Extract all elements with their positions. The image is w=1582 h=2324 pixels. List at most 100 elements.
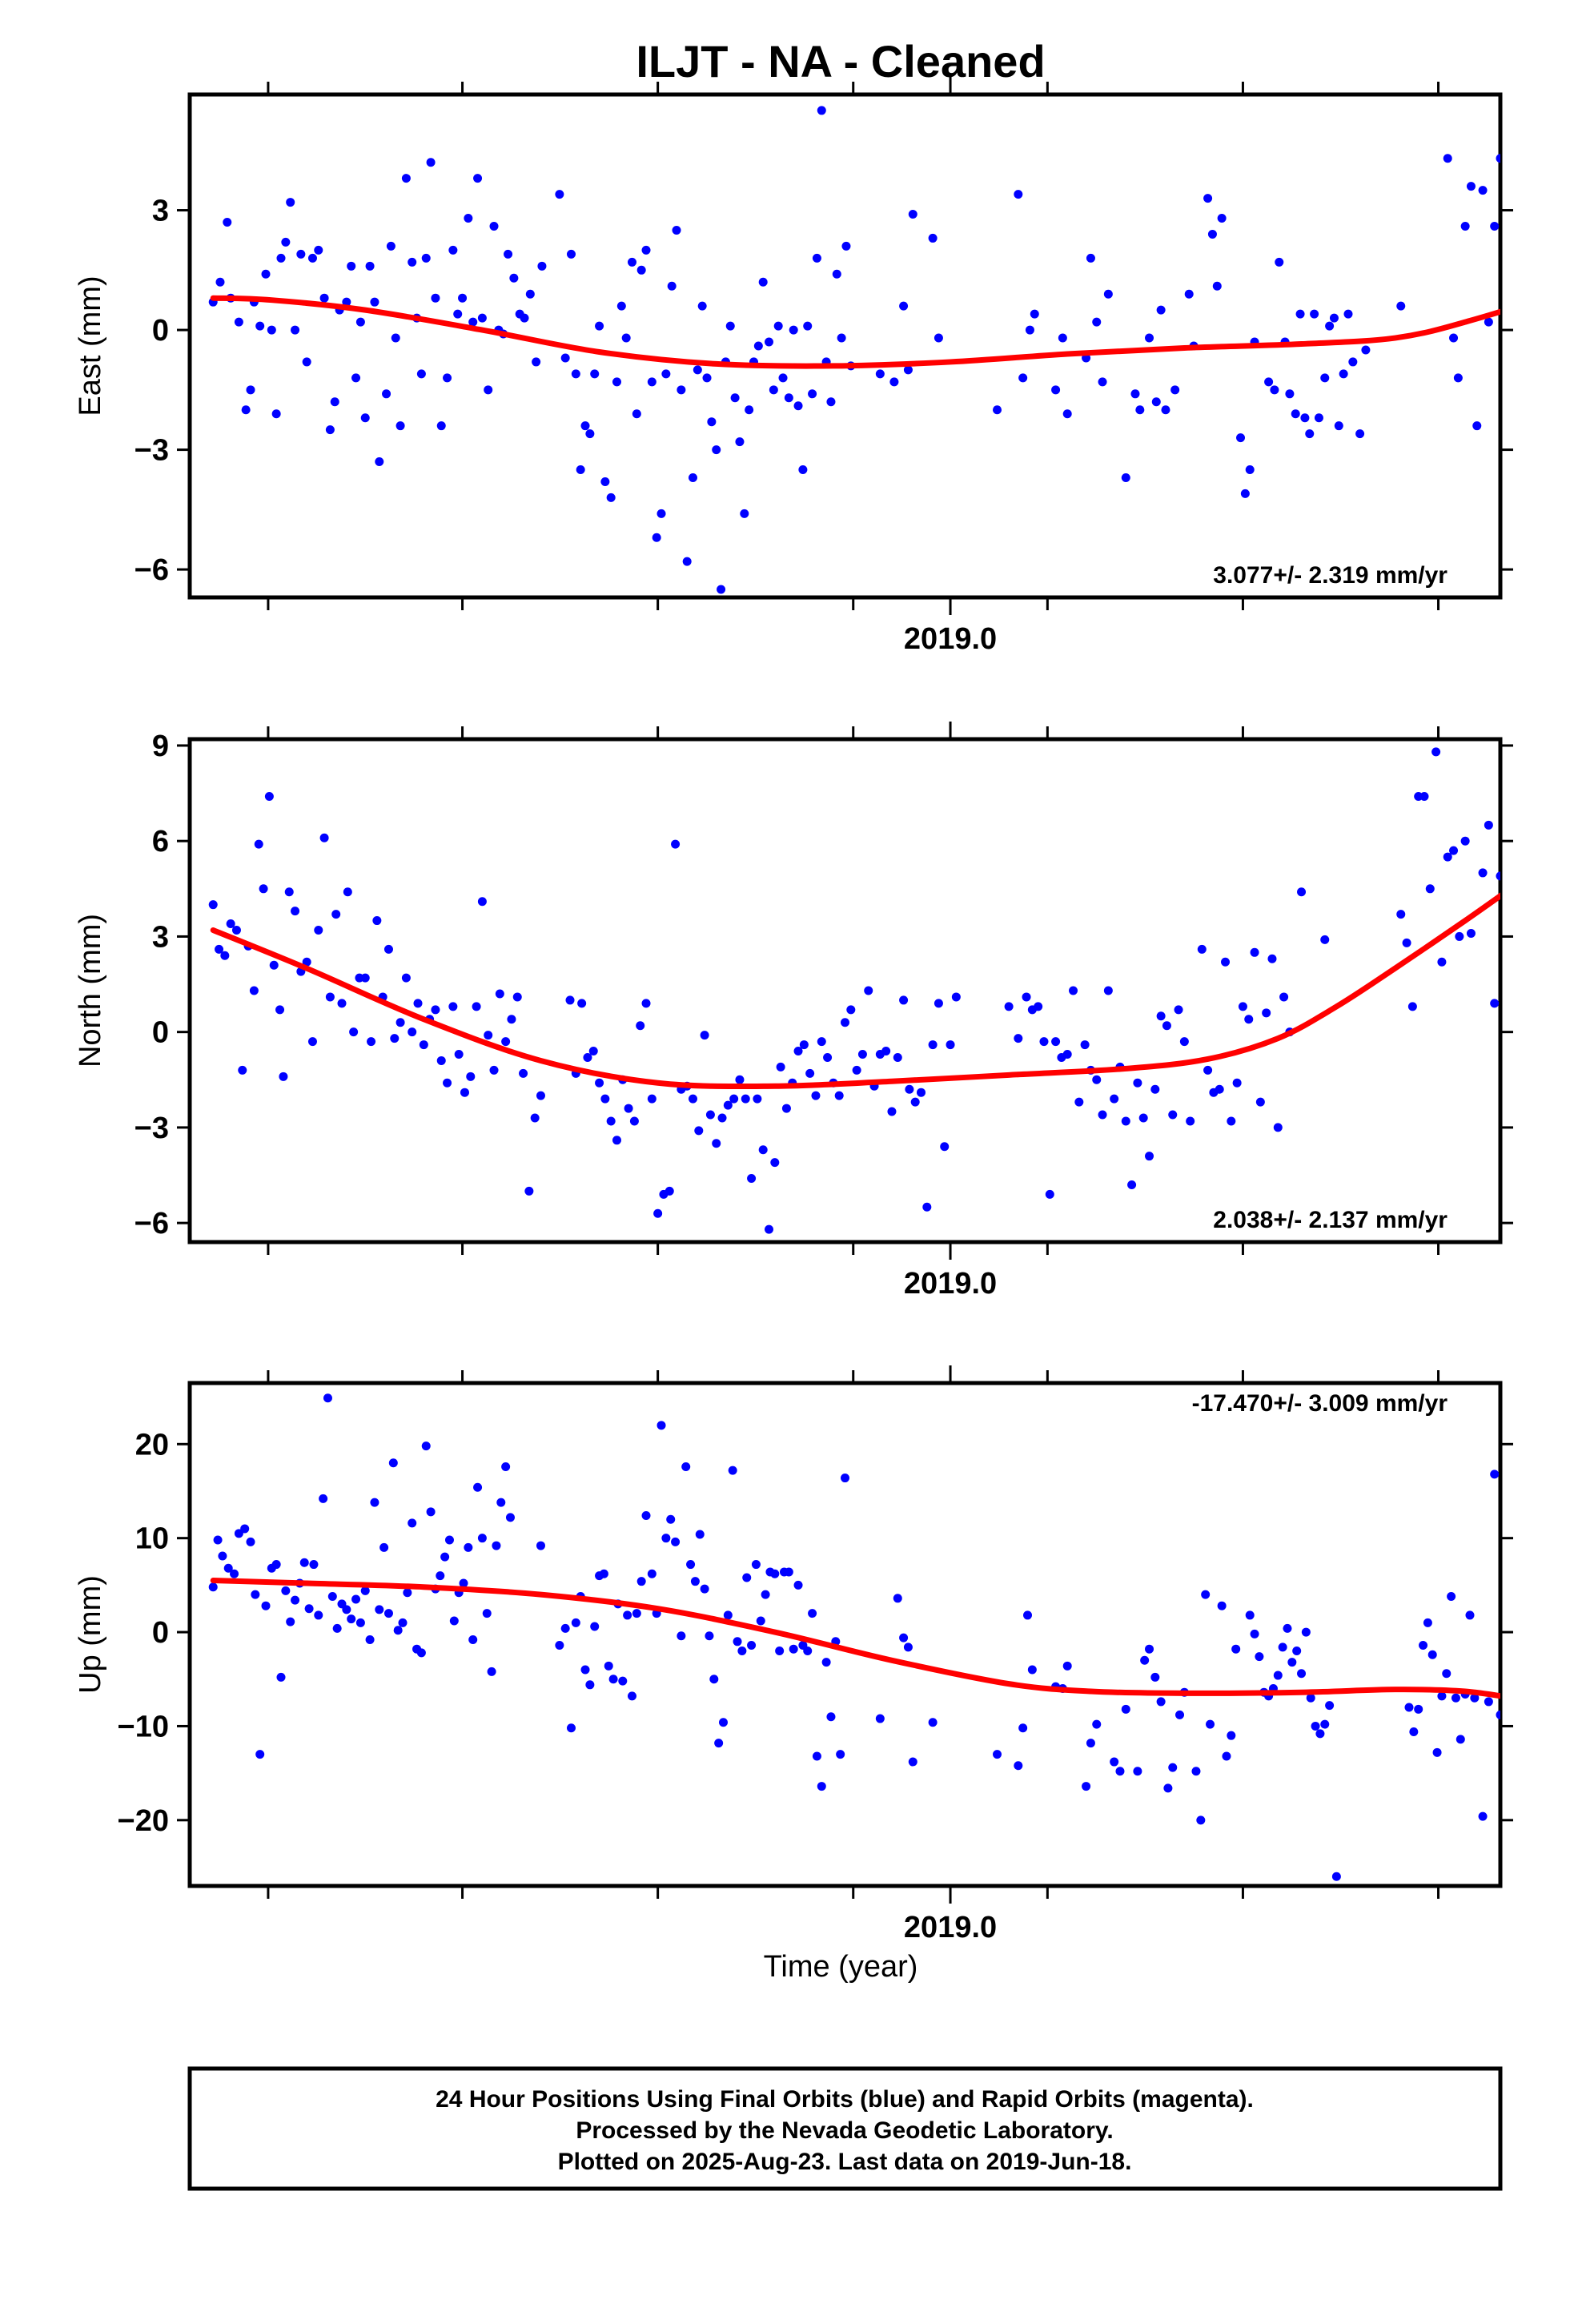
data-point: [1306, 1693, 1315, 1703]
data-point: [314, 925, 323, 935]
data-point: [325, 425, 335, 435]
data-point: [1339, 369, 1348, 379]
data-point: [1156, 305, 1166, 315]
trend-line-north: [210, 892, 1500, 1090]
data-point: [753, 1094, 762, 1104]
data-point: [951, 992, 961, 1002]
data-point: [993, 405, 1002, 415]
data-point: [922, 1202, 932, 1212]
data-point: [1432, 1747, 1442, 1757]
data-point: [700, 1584, 709, 1594]
data-point: [612, 1136, 621, 1145]
data-point: [784, 1567, 793, 1577]
data-point: [817, 106, 826, 115]
data-point: [627, 1691, 636, 1701]
data-point: [812, 253, 821, 263]
data-point: [808, 389, 817, 399]
data-point: [444, 1535, 454, 1545]
data-point: [1245, 1610, 1255, 1620]
data-point: [725, 321, 735, 331]
data-point: [682, 557, 692, 566]
data-point: [841, 1018, 849, 1027]
rate-annotation-north: 2.038+/- 2.137 mm/yr: [1213, 1207, 1447, 1233]
data-point: [812, 1751, 821, 1761]
data-point: [784, 393, 793, 403]
data-point: [618, 1676, 628, 1686]
data-point: [464, 214, 473, 223]
data-point: [555, 1640, 564, 1650]
data-point: [208, 1582, 218, 1592]
data-point: [1206, 1719, 1215, 1729]
data-point: [495, 989, 504, 999]
data-point: [764, 1224, 773, 1234]
data-point: [1513, 1654, 1522, 1663]
data-point: [342, 297, 351, 307]
data-point: [215, 944, 224, 954]
data-point: [1080, 1040, 1090, 1050]
data-point: [264, 792, 274, 802]
data-point: [577, 999, 587, 1008]
data-point: [740, 509, 749, 518]
panel-east: 3 0 −3 −6 2019.0 East (mm) 3.077+/- 2.319 mm/y…: [74, 77, 1513, 656]
data-point: [1103, 986, 1113, 995]
data-point: [1184, 289, 1194, 299]
figure-title: ILJT - NA - Cleaned: [636, 36, 1045, 86]
data-point: [747, 1640, 757, 1650]
data-point: [1460, 836, 1470, 846]
data-point: [234, 1529, 243, 1538]
data-point: [396, 421, 405, 431]
data-point: [686, 1560, 696, 1570]
data-point: [934, 333, 943, 343]
x-tick-label: 2019.0: [904, 1911, 997, 1944]
data-point: [571, 369, 580, 379]
data-point: [1292, 1647, 1302, 1656]
data-point: [1520, 983, 1528, 992]
data-point: [507, 1015, 516, 1024]
data-point: [388, 1458, 398, 1468]
data-point: [279, 1072, 288, 1081]
data-point: [832, 269, 841, 279]
data-point: [484, 385, 493, 395]
data-point: [1030, 309, 1039, 319]
data-point: [917, 1088, 926, 1097]
data-point: [1465, 1610, 1475, 1620]
data-point: [372, 916, 382, 926]
data-point: [482, 1609, 492, 1618]
data-point: [803, 321, 813, 331]
data-point: [1168, 1110, 1178, 1120]
data-point: [1325, 321, 1335, 331]
data-point: [519, 1068, 528, 1078]
data-point: [375, 1605, 384, 1614]
data-point: [677, 385, 686, 395]
data-point: [1325, 1701, 1335, 1711]
data-point: [599, 1569, 608, 1578]
data-point: [741, 1094, 750, 1104]
data-point: [319, 293, 329, 303]
data-point: [826, 397, 836, 407]
data-point: [1168, 1763, 1178, 1772]
data-point: [1496, 871, 1500, 881]
data-point: [473, 1482, 483, 1492]
data-point: [220, 951, 230, 960]
rate-annotation-east: 3.077+/- 2.319 mm/yr: [1213, 562, 1447, 589]
data-point: [1163, 1783, 1173, 1793]
data-point: [1175, 1710, 1185, 1719]
data-point: [1217, 214, 1227, 223]
data-point: [1502, 214, 1511, 223]
data-point: [753, 341, 763, 351]
data-point: [1227, 1731, 1236, 1740]
data-point: [1161, 405, 1170, 415]
data-point: [307, 253, 317, 263]
data-point: [1250, 1629, 1259, 1638]
data-point: [817, 1037, 826, 1047]
data-point: [1449, 846, 1459, 855]
data-point: [307, 1037, 317, 1047]
data-point: [758, 1145, 768, 1155]
y-tick-label: 0: [152, 314, 169, 348]
data-point: [332, 1623, 342, 1633]
data-point: [1227, 1116, 1236, 1126]
data-point: [1004, 1002, 1014, 1011]
data-point: [382, 389, 391, 399]
data-point: [532, 357, 541, 367]
data-point: [1279, 992, 1289, 1002]
